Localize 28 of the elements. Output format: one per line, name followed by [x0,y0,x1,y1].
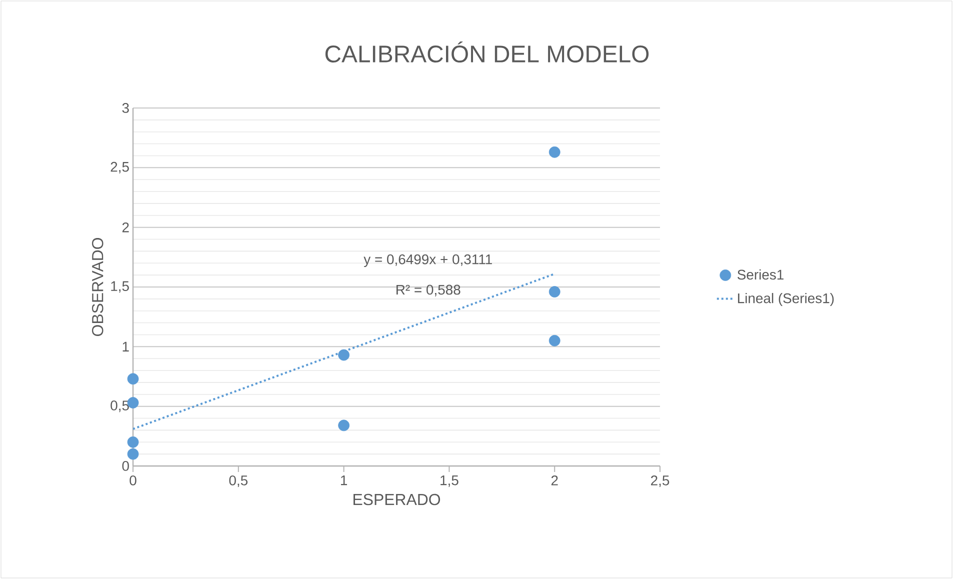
annotation: y = 0,6499x + 0,3111 [364,254,492,268]
annotation: R² = 0,588 [396,284,460,296]
chart-title: CALIBRACIÓN DEL MODELO [325,42,649,62]
point [548,334,560,346]
point [127,373,139,385]
x-tick-label: 2,5 [651,475,670,488]
x-tick-label: 0 [130,475,136,486]
point [548,146,560,158]
y-tick-label: 0 [122,461,129,471]
y-tick-label: 0,5 [110,400,129,412]
point [127,448,139,460]
x-axis-title: ESPERADO [354,494,440,506]
x-tick-label: 2 [551,475,558,486]
x-tick-label: 1 [340,476,348,486]
y-axis-title: OBSERVADO [92,238,104,336]
point [127,436,139,448]
y-tick-label: 2,5 [110,162,129,174]
point [338,349,350,361]
y-tick-label: 1,5 [111,281,129,293]
y-tick-label: 2 [122,222,129,232]
y-tick-label: 3 [122,103,129,113]
x-tick-label: 0,5 [229,475,248,488]
point [548,286,560,298]
x-tick-label: 1,5 [440,476,458,487]
y-tick-label: 1 [122,342,129,352]
point [338,420,350,432]
legend-label: Series1 [738,269,784,280]
legend-label: Lineal (Series1) [738,292,834,306]
